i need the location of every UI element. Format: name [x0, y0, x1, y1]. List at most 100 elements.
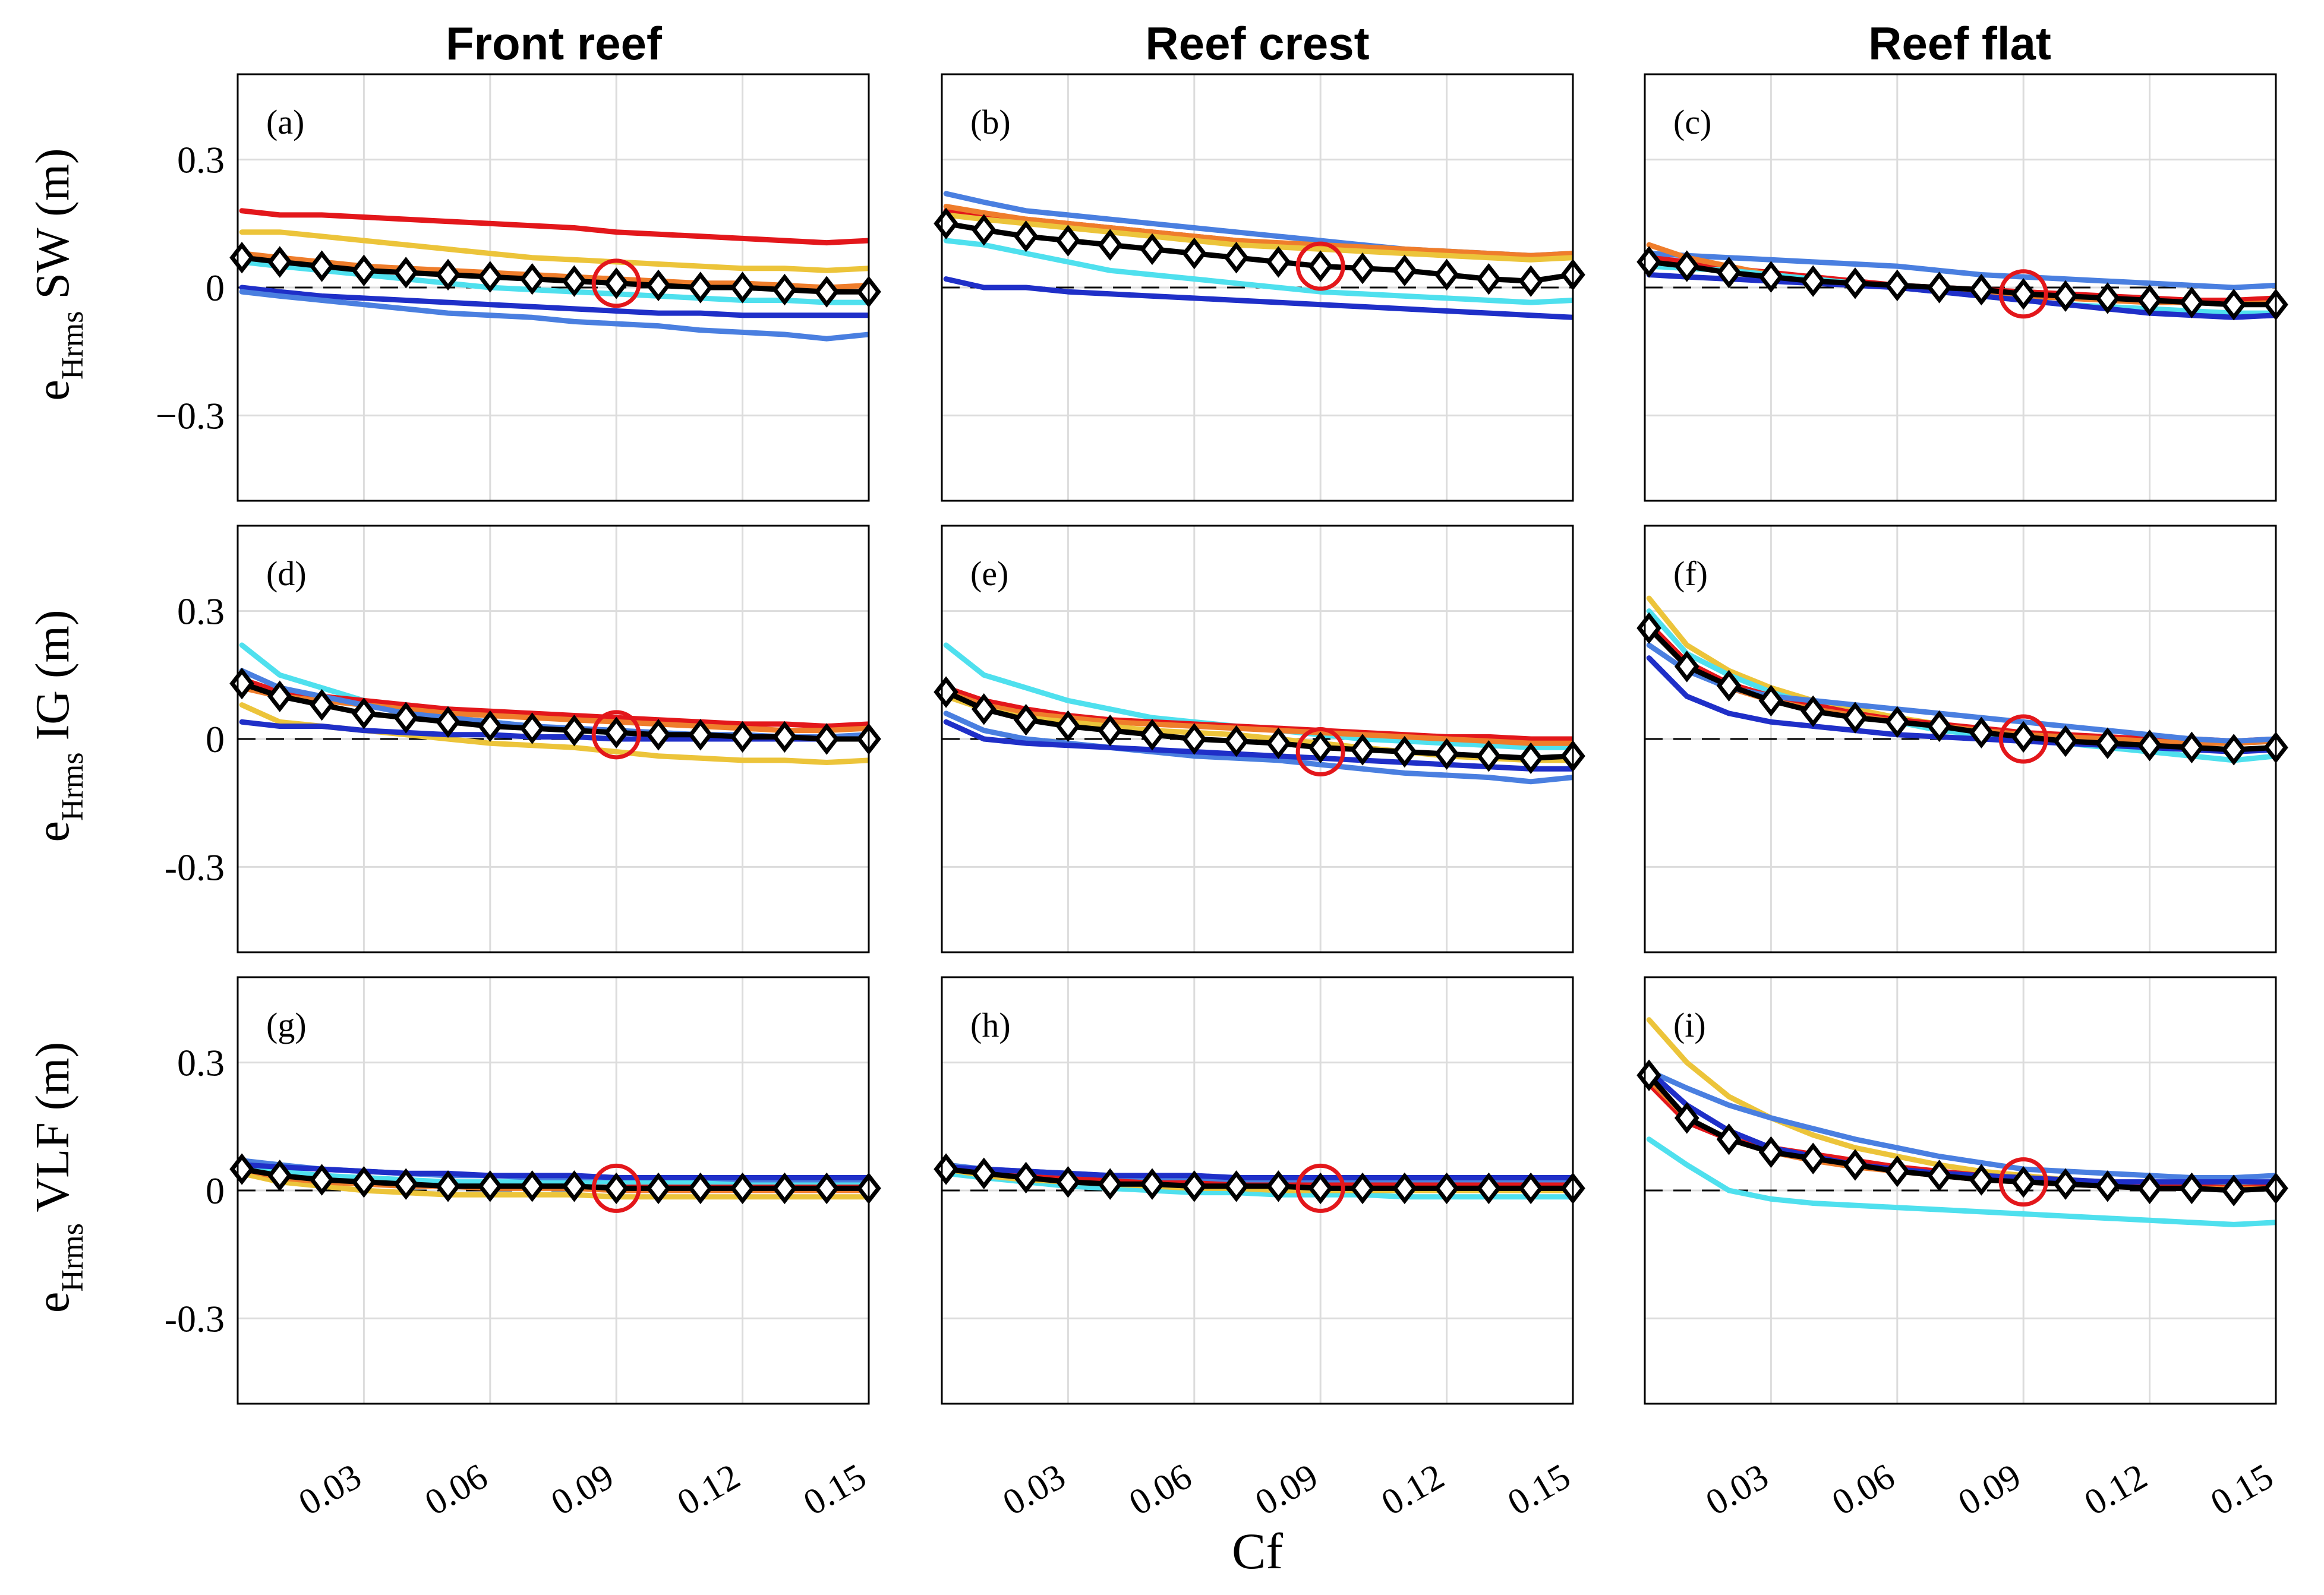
series-group: [239, 642, 869, 765]
axes-frame: [1644, 976, 2277, 1405]
panel-i: (i) 0.03 0.06 0.09 0.12 0.15: [1636, 976, 2288, 1523]
series-line-blue: [1646, 272, 2276, 320]
diamond-marker: [772, 721, 797, 753]
diamond-marker: [1636, 612, 1661, 645]
diamond-marker: [1969, 716, 1994, 748]
series-line-orange: [943, 689, 1573, 746]
panel-c: (c): [1636, 73, 2288, 502]
diamond-marker: [267, 680, 292, 712]
series-group: [1646, 242, 2276, 320]
diamond-marker: [393, 257, 419, 289]
series-line-blue: [239, 285, 869, 318]
ylabel-prefix: e: [27, 821, 79, 842]
diamond-marker: [1350, 1172, 1375, 1205]
panel-label: (g): [266, 1006, 307, 1044]
ylabel-row-vlf: eHrms VLF (m): [27, 1042, 90, 1313]
diamond-marker: [519, 263, 545, 295]
x-tick-label: 0.03: [996, 1456, 1072, 1523]
series-line-black: [943, 220, 1573, 284]
y-tick-label: 0.3: [177, 139, 225, 181]
diamond-marker: [730, 1172, 755, 1205]
diamond-marker: [562, 265, 587, 297]
series-line-blue: [943, 719, 1573, 772]
diamond-marker: [1055, 225, 1081, 257]
y-tick-label: 0.3: [177, 590, 225, 633]
diamond-marker: [1884, 706, 1910, 738]
diamond-marker: [1434, 258, 1459, 291]
diamond-marker: [1843, 267, 1868, 299]
optimal-cf-circle: [1295, 727, 1345, 777]
diamond-marker: [309, 1164, 335, 1196]
diamond-marker: [1518, 1172, 1544, 1205]
diamond-marker: [646, 1172, 671, 1205]
diamond-marker: [2137, 1172, 2162, 1205]
diamond-marker: [1308, 731, 1333, 764]
diamond-marker: [351, 697, 377, 729]
diamond-marker: [1884, 269, 1910, 302]
diamond-marker: [1674, 650, 1699, 683]
column-title-reef-flat: Reef flat: [1868, 17, 2051, 70]
diamond-marker: [1224, 242, 1249, 274]
diamond-marker: [1926, 1160, 1952, 1192]
series-line-black: [1646, 625, 2276, 753]
x-tick-label: 0.09: [1951, 1456, 2027, 1523]
optimal-cf-circle: [1998, 1157, 2048, 1207]
diamond-marker: [477, 710, 503, 743]
diamond-marker: [2179, 731, 2205, 764]
diamond-marker: [772, 273, 797, 306]
series-line-blue: [943, 276, 1573, 320]
series-line-cyan: [943, 238, 1573, 305]
panel-e: (e): [934, 525, 1585, 953]
diamond-marker: [2053, 280, 2078, 312]
diamond-marker: [1224, 725, 1249, 757]
series-line-cyan: [239, 259, 869, 305]
series-group: [943, 191, 1573, 320]
diamond-marker: [1181, 237, 1207, 270]
diamond-marker: [1181, 723, 1207, 755]
series-line-cyan: [1646, 608, 2276, 763]
diamond-marker: [814, 723, 840, 755]
series-line-cyan: [943, 1170, 1573, 1200]
diamond-marker: [1674, 250, 1699, 282]
diamond-marker: [1098, 714, 1123, 747]
series-line-lightblue: [943, 710, 1573, 785]
panel-f: (f): [1636, 525, 2288, 953]
diamond-marker: [1181, 1170, 1207, 1202]
diamond-marker: [934, 676, 958, 708]
diamond-marker: [1758, 261, 1784, 293]
optimal-cf-circle: [591, 258, 641, 308]
diamond-marker: [2095, 1170, 2120, 1202]
diamond-marker: [1266, 246, 1291, 278]
axes-frame: [1644, 525, 2277, 953]
diamond-marker: [436, 1170, 461, 1202]
diamond-marker: [604, 716, 629, 748]
svg-text:eHrms VLF (m): eHrms VLF (m): [27, 1042, 90, 1313]
diamond-marker: [814, 1172, 840, 1205]
series-line-blue: [943, 1164, 1573, 1180]
diamond-marker: [2221, 289, 2247, 321]
series-line-red: [239, 208, 869, 246]
y-tick-label: −0.3: [156, 394, 225, 437]
optimal-cf-circle: [1998, 269, 2048, 319]
series-line-cyan: [1646, 1136, 2276, 1227]
panel-d: (d) -0.3 0 0.3: [165, 525, 881, 953]
panel-label: (f): [1673, 554, 1708, 593]
diamond-marker: [1392, 254, 1417, 286]
diamond-marker: [1716, 257, 1742, 289]
panel-label: (h): [970, 1006, 1011, 1044]
diamond-marker: [351, 254, 377, 286]
x-tick-label: 0.12: [2078, 1456, 2154, 1523]
optimal-cf-circle: [1295, 1163, 1345, 1213]
diamond-marker: [1392, 735, 1417, 768]
diamond-marker: [1636, 1059, 1661, 1091]
diamond-marker: [1098, 229, 1123, 261]
series-line-black: [239, 1166, 869, 1191]
diamond-marker: [519, 712, 545, 744]
diamond-marker: [730, 721, 755, 753]
ylabel-row-ig: eHrms IG (m): [27, 610, 90, 842]
diamond-marker: [1758, 1136, 1784, 1168]
series-group: [239, 208, 869, 342]
diamond-marker: [1969, 273, 1994, 306]
diamond-marker: [1013, 220, 1039, 252]
